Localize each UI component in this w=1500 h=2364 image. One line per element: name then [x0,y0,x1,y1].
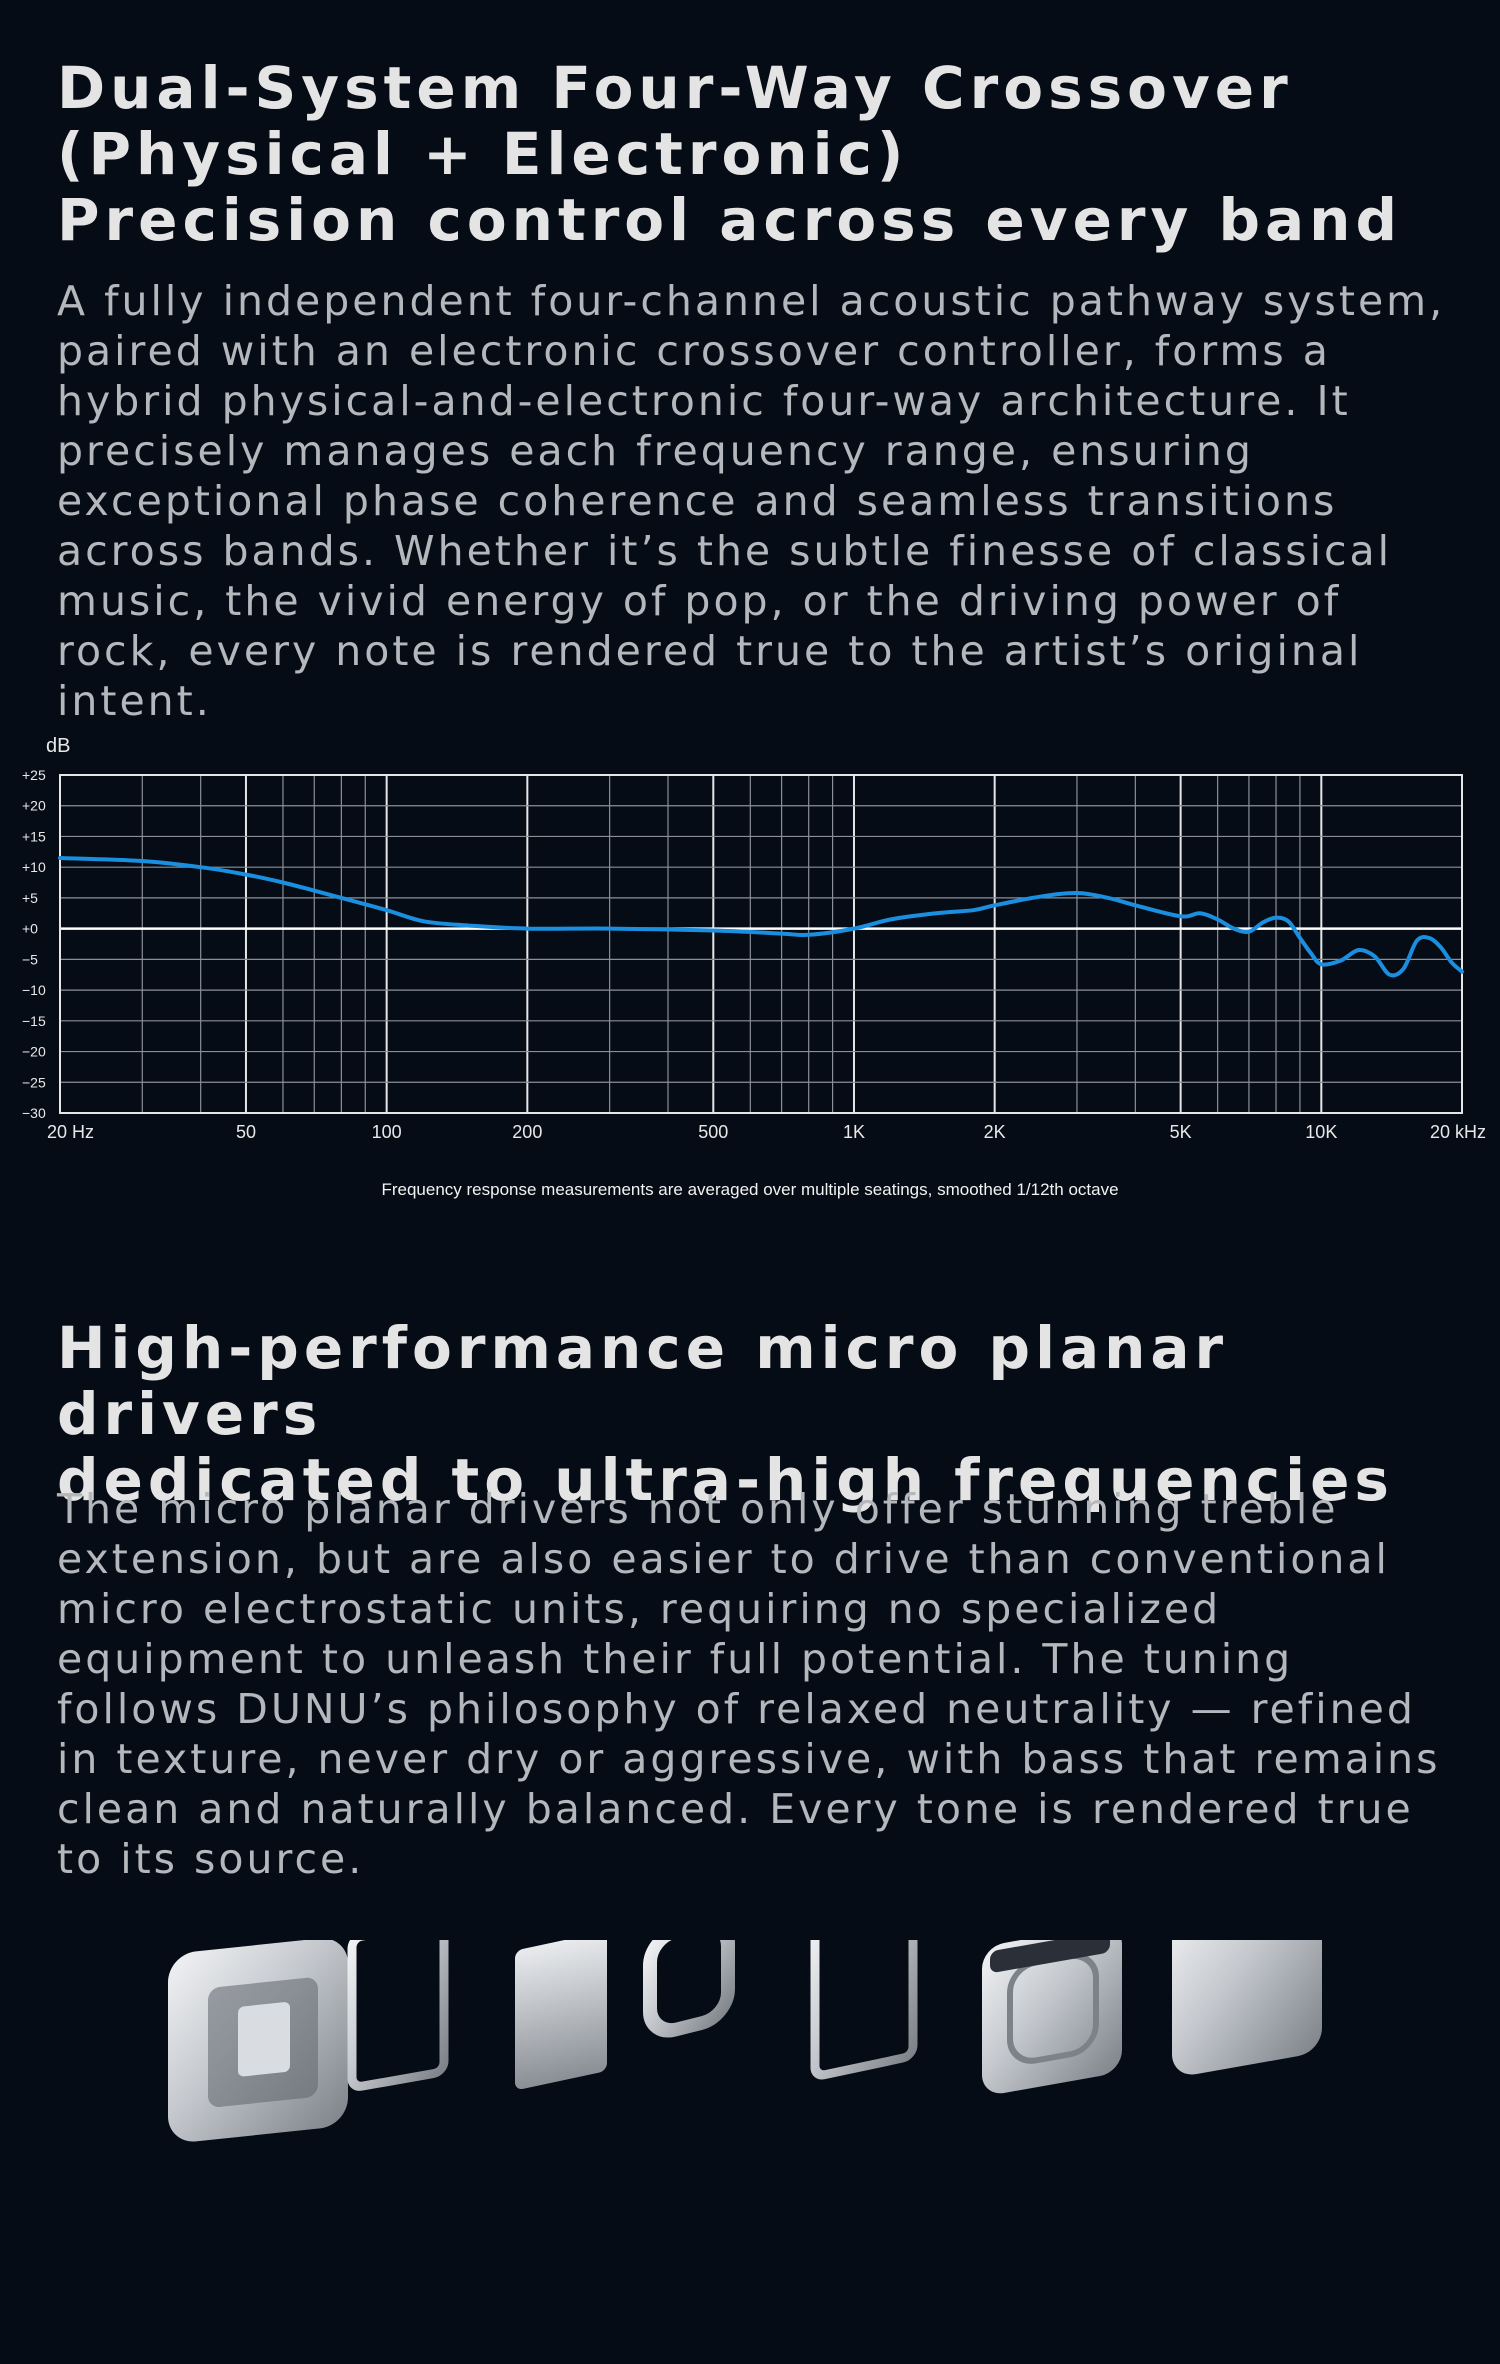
body-line: music, the vivid energy of pop, or the d… [57,577,1342,625]
x-tick-label: 5K [1170,1122,1192,1142]
y-tick-label: −20 [22,1044,46,1060]
chart-caption: Frequency response measurements are aver… [381,1180,1119,1199]
y-tick-label: −15 [22,1013,46,1029]
body-line: intent. [57,677,212,725]
body-line: to its source. [57,1835,365,1883]
x-tick-label: 200 [512,1122,542,1142]
body-line: equipment to unleash their full potentia… [57,1635,1294,1683]
section2-body: The micro planar drivers not only offer … [57,1484,1497,1884]
body-line: rock, every note is rendered true to the… [57,627,1363,675]
y-axis-label: dB [46,735,70,757]
y-tick-label: +5 [22,890,38,906]
y-tick-label: −10 [22,982,46,998]
body-line: A fully independent four-channel acousti… [57,277,1446,325]
section1-title-line: (Physical + Electronic) [57,120,909,188]
frequency-response-chart: dB +25 +20 +15 +10 +5 +0 −5 −10 −15 −20 −25 −30 20 … [0,728,1500,1208]
x-tick-label: 10K [1305,1122,1337,1142]
section1-title-line: Precision control across every band [57,186,1402,254]
x-tick-label: 20 Hz [47,1122,94,1142]
driver-housing-part [168,1940,348,2142]
body-line: paired with an electronic crossover cont… [57,327,1331,375]
y-tick-labels: +25 +20 +15 +10 +5 +0 −5 −10 −15 −20 −25 −30 [22,767,46,1121]
driver-ring-part [643,1940,735,2038]
section1-title-line: Dual-System Four-Way Crossover [57,54,1293,122]
body-line: across bands. Whether it’s the subtle fi… [57,527,1393,575]
x-tick-label: 20 kHz [1430,1122,1486,1142]
section1-body: A fully independent four-channel acousti… [57,276,1497,726]
x-tick-label: 100 [372,1122,402,1142]
body-line: extension, but are also easier to drive … [57,1535,1390,1583]
driver-magnet-cover-part [982,1940,1122,2094]
driver-frame-part [810,1940,918,2080]
chart-grid [59,774,1463,1114]
y-tick-label: −25 [22,1074,46,1090]
y-tick-label: +10 [22,859,46,875]
y-tick-label: +20 [22,798,46,814]
body-line: exceptional phase coherence and seamless… [57,477,1338,525]
body-line: clean and naturally balanced. Every tone… [57,1785,1414,1833]
body-line: micro electrostatic units, requiring no … [57,1585,1222,1633]
y-tick-label: +25 [22,767,46,783]
y-tick-label: +15 [22,828,46,844]
y-tick-label: +0 [22,921,38,937]
body-line: precisely manages each frequency range, … [57,427,1254,475]
plot-frame [59,774,1463,1114]
planar-driver-exploded-illustration [168,1940,1322,2142]
section2-title-line: High-performance micro planar drivers [57,1314,1229,1448]
driver-shell-part [1172,1940,1322,2075]
driver-frame-part [347,1940,449,2091]
driver-diaphragm-part [515,1940,607,2090]
body-line: in texture, never dry or aggressive, wit… [57,1735,1441,1783]
x-tick-label: 50 [236,1122,256,1142]
chart-series [58,856,1464,978]
body-line: follows DUNU’s philosophy of relaxed neu… [57,1685,1416,1733]
body-line: The micro planar drivers not only offer … [57,1485,1339,1533]
section2-title-line: dedicated to ultra-high frequencies [57,1446,1394,1514]
x-tick-label: 1K [843,1122,865,1142]
body-line: hybrid physical-and-electronic four-way … [57,377,1351,425]
section1-title: Dual-System Four-Way Crossover (Physical… [57,55,1477,253]
x-tick-labels: 20 Hz 50 100 200 500 1K 2K 5K 10K 20 kHz [47,1122,1486,1142]
y-tick-label: −30 [22,1105,46,1121]
x-tick-label: 500 [698,1122,728,1142]
y-tick-label: −5 [22,951,38,967]
section2-title: High-performance micro planar drivers de… [57,1315,1477,1513]
frequency-response-line [58,856,1464,978]
frequency-response-svg: dB +25 +20 +15 +10 +5 +0 −5 −10 −15 −20 −25 −30 20 … [22,735,1486,1142]
x-tick-label: 2K [984,1122,1006,1142]
